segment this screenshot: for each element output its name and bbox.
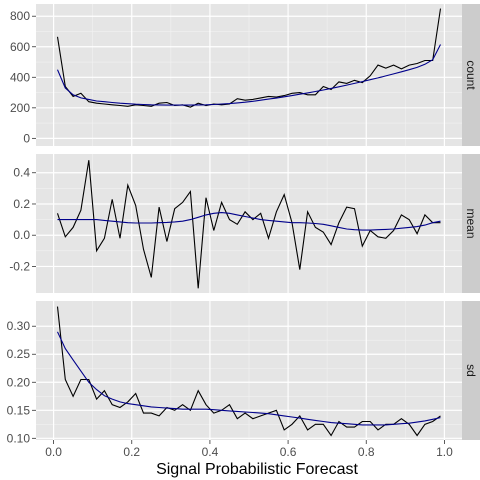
panel-sd: 0.10 0.15 0.20 0.25 0.30 sd [7, 301, 480, 445]
panel-count: 0 200 400 600 800 count [10, 4, 480, 146]
y-tick-label: 0 [23, 131, 30, 145]
x-axis-title: Signal Probabilistic Forecast [156, 461, 358, 478]
y-tick-label: 0.15 [7, 403, 31, 417]
y-tick-label: 200 [10, 101, 30, 115]
facet-strip-label: mean [464, 208, 478, 238]
y-tick-label: -0.2 [9, 259, 30, 273]
x-tick-label: 0.4 [202, 445, 219, 459]
y-tick-label: 0.20 [7, 375, 31, 389]
y-tick-label: 600 [10, 40, 30, 54]
y-tick-label: 0.2 [13, 197, 30, 211]
x-tick-label: 0.8 [358, 445, 375, 459]
panels-layer: 0200400600800count-0.20.00.20.4mean0.100… [7, 4, 480, 445]
y-tick-label: 800 [10, 9, 30, 23]
y-tick-label: 0.10 [7, 431, 31, 445]
y-tick-label: 0.0 [13, 228, 30, 242]
x-tick-label: 0.0 [45, 445, 62, 459]
x-axis: 0.0 0.2 0.4 0.6 0.8 1.0 [45, 440, 453, 459]
facet-strip-label: count [464, 60, 478, 90]
y-tick-label: 400 [10, 70, 30, 84]
x-tick-label: 0.2 [123, 445, 140, 459]
panel-mean: -0.2 0.0 0.2 0.4 mean [9, 154, 480, 293]
x-tick-label: 0.6 [280, 445, 297, 459]
y-tick-label: 0.30 [7, 319, 31, 333]
y-tick-label: 0.4 [13, 166, 30, 180]
facet-strip-label: sd [464, 364, 478, 377]
y-tick-label: 0.25 [7, 347, 31, 361]
x-tick-label: 1.0 [436, 445, 453, 459]
